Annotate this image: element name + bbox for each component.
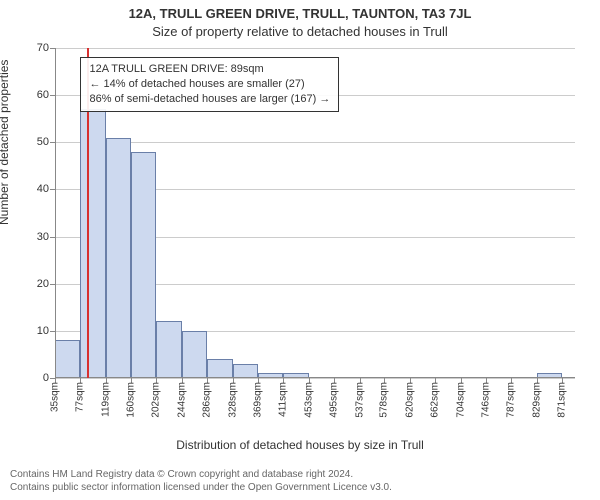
xtick-label: 537sqm (354, 382, 365, 418)
ytick-label: 20 (37, 278, 49, 290)
xtick-label: 119sqm (100, 382, 111, 417)
histogram-bar (106, 138, 131, 378)
grid-line (55, 378, 575, 379)
xtick-label: 369sqm (252, 382, 263, 418)
histogram-bar (156, 321, 181, 378)
xtick-label: 77sqm (75, 382, 86, 412)
ytick-label: 0 (43, 372, 49, 384)
footer-line2: Contains public sector information licen… (10, 481, 392, 494)
ytick-label: 10 (37, 325, 49, 337)
histogram-bar (207, 359, 232, 378)
x-axis-label: Distribution of detached houses by size … (0, 438, 600, 452)
x-axis-line (55, 377, 575, 378)
xtick-label: 787sqm (506, 382, 517, 418)
chart-title-line2: Size of property relative to detached ho… (0, 24, 600, 39)
xtick-label: 328sqm (227, 382, 238, 418)
xtick-label: 578sqm (379, 382, 390, 418)
annotation-line1: 12A TRULL GREEN DRIVE: 89sqm (89, 62, 330, 77)
chart-container: 12A, TRULL GREEN DRIVE, TRULL, TAUNTON, … (0, 0, 600, 500)
xtick-label: 453sqm (303, 382, 314, 418)
annotation-box: 12A TRULL GREEN DRIVE: 89sqm← 14% of det… (80, 57, 339, 112)
ytick-label: 30 (37, 231, 49, 243)
xtick-label: 411sqm (278, 382, 289, 417)
histogram-bar (131, 152, 156, 378)
xtick-label: 35sqm (50, 382, 61, 412)
xtick-label: 244sqm (176, 382, 187, 418)
grid-line (55, 48, 575, 49)
xtick-label: 495sqm (329, 382, 340, 418)
histogram-bar (182, 331, 207, 378)
plot-area: 01020304050607035sqm77sqm119sqm160sqm202… (55, 48, 575, 378)
y-axis-line (55, 48, 56, 378)
xtick-label: 829sqm (531, 382, 542, 418)
histogram-bar (80, 109, 105, 378)
ytick-label: 70 (37, 42, 49, 54)
chart-title-line1: 12A, TRULL GREEN DRIVE, TRULL, TAUNTON, … (0, 6, 600, 21)
xtick-label: 871sqm (557, 382, 568, 418)
ytick-label: 40 (37, 183, 49, 195)
xtick-label: 662sqm (430, 382, 441, 418)
xtick-label: 620sqm (404, 382, 415, 418)
histogram-bar (233, 364, 258, 378)
ytick-label: 50 (37, 136, 49, 148)
xtick-label: 202sqm (151, 382, 162, 418)
y-axis-label: Number of detached properties (0, 60, 11, 225)
histogram-bar (55, 340, 80, 378)
xtick-label: 704sqm (455, 382, 466, 418)
footer-attribution: Contains HM Land Registry data © Crown c… (10, 468, 392, 494)
ytick-label: 60 (37, 89, 49, 101)
xtick-label: 746sqm (481, 382, 492, 418)
xtick-label: 160sqm (125, 382, 136, 418)
grid-line (55, 142, 575, 143)
annotation-line3: 86% of semi-detached houses are larger (… (89, 92, 330, 107)
footer-line1: Contains HM Land Registry data © Crown c… (10, 468, 392, 481)
annotation-line2: ← 14% of detached houses are smaller (27… (89, 77, 330, 92)
xtick-label: 286sqm (202, 382, 213, 418)
